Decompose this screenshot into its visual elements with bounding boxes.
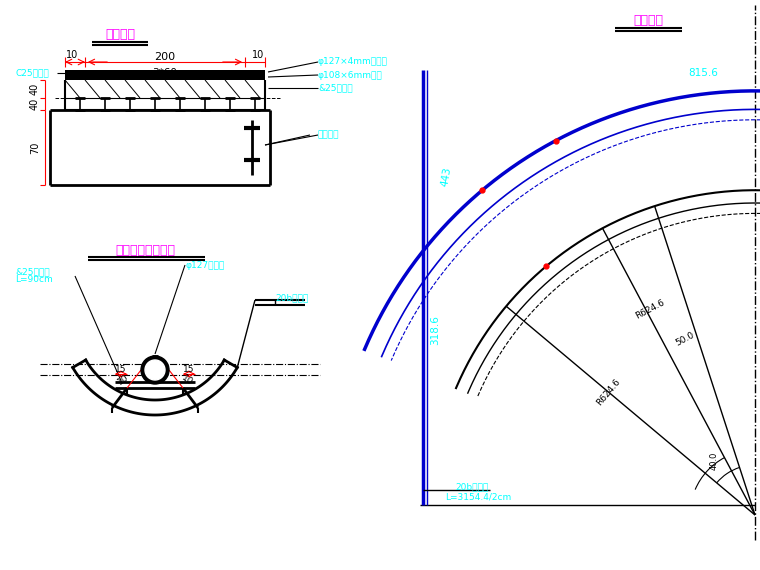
Text: 50.0: 50.0 [674,331,696,348]
Text: R624.6: R624.6 [595,377,622,408]
Text: 10: 10 [66,50,78,60]
Text: L=90cm: L=90cm [15,275,52,284]
Text: 复合钢架: 复合钢架 [318,131,340,140]
Text: 40: 40 [30,98,40,110]
Text: &25固定筋: &25固定筋 [318,83,353,92]
Text: 443: 443 [440,166,453,188]
Text: 套拱剖面: 套拱剖面 [105,28,135,42]
Text: 孔口管安装示意图: 孔口管安装示意图 [115,243,175,256]
Text: 10: 10 [252,50,264,60]
Text: 15: 15 [116,364,127,373]
Text: 10: 10 [116,373,130,387]
Text: 20b工字钢: 20b工字钢 [275,294,309,303]
Text: φ127×4mm孔口管: φ127×4mm孔口管 [318,58,388,67]
Circle shape [145,360,165,380]
Text: 3*60: 3*60 [153,68,177,78]
Text: 815.6: 815.6 [688,68,718,78]
Text: 钢束大样: 钢束大样 [633,14,663,26]
Circle shape [141,356,169,384]
Text: φ108×6mm钢管: φ108×6mm钢管 [318,71,383,79]
Text: 70: 70 [30,141,40,154]
Text: &25固定筋: &25固定筋 [15,267,49,276]
Bar [65,70,265,80]
Text: 20b工字钢: 20b工字钢 [455,482,488,491]
Text: 10: 10 [179,373,195,387]
Text: 15: 15 [183,364,195,373]
Text: 318.6: 318.6 [430,315,440,345]
Text: C25混凝封: C25混凝封 [15,68,49,78]
Text: L=3154.4/2cm: L=3154.4/2cm [445,492,511,502]
Text: 200: 200 [154,52,176,62]
Text: φ127孔口管: φ127孔口管 [185,260,224,270]
Text: R624.6: R624.6 [635,298,667,320]
Text: 40.0: 40.0 [709,452,718,470]
Text: 40: 40 [30,83,40,95]
